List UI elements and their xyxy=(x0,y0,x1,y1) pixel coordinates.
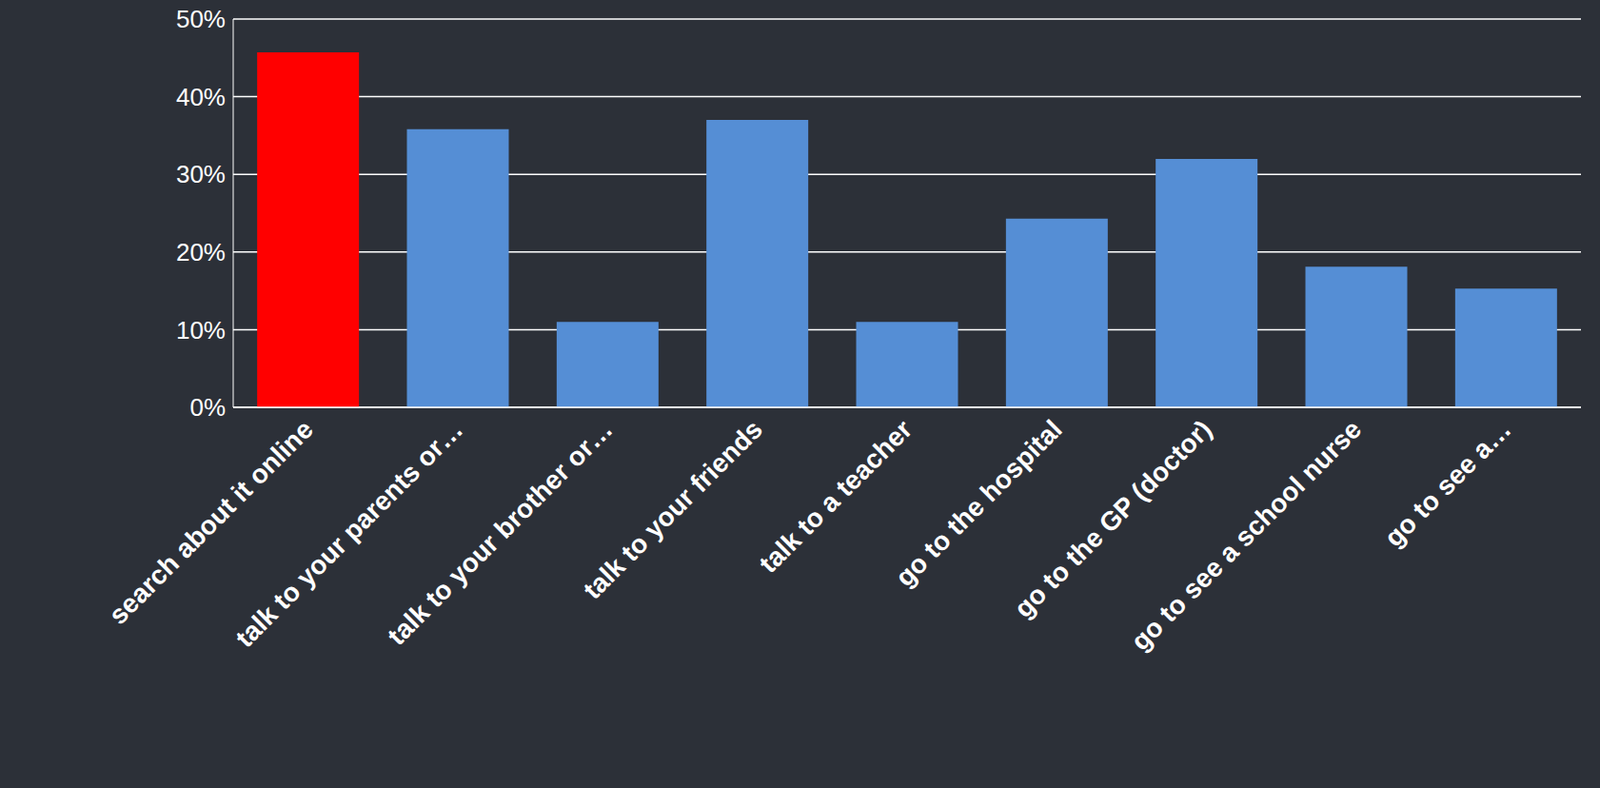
svg-text:go to the hospital: go to the hospital xyxy=(889,414,1068,593)
svg-text:go to the GP (doctor): go to the GP (doctor) xyxy=(1008,414,1218,624)
svg-text:talk to your friends: talk to your friends xyxy=(577,414,769,605)
svg-text:0%: 0% xyxy=(189,393,226,422)
svg-text:20%: 20% xyxy=(176,237,226,267)
svg-text:30%: 30% xyxy=(176,159,226,189)
svg-text:50%: 50% xyxy=(176,4,226,34)
svg-text:search about it online: search about it online xyxy=(103,414,319,631)
svg-text:go to see a…: go to see a… xyxy=(1379,414,1518,553)
svg-text:talk to a teacher: talk to a teacher xyxy=(753,414,919,579)
svg-text:talk to your brother or…: talk to your brother or… xyxy=(381,414,619,652)
svg-text:talk to your parents or…: talk to your parents or… xyxy=(229,414,469,654)
svg-text:10%: 10% xyxy=(176,316,226,345)
svg-text:go to see a school nurse: go to see a school nurse xyxy=(1125,414,1367,656)
svg-text:40%: 40% xyxy=(176,82,226,112)
